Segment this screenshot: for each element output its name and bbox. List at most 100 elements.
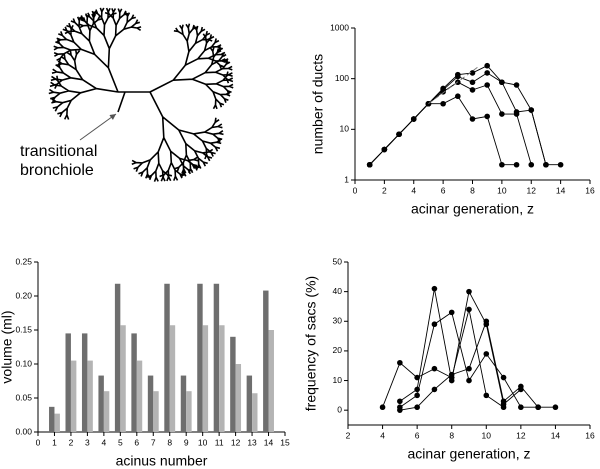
- bar: [235, 364, 242, 432]
- x-tick-label: 12: [527, 185, 537, 195]
- bar: [219, 325, 225, 432]
- bar: [98, 375, 104, 432]
- data-point: [414, 392, 420, 399]
- bar: [153, 391, 159, 432]
- data-point: [431, 365, 438, 372]
- data-point: [379, 404, 386, 411]
- x-tick-label: 14: [264, 437, 274, 447]
- x-tick-label: 2: [382, 185, 387, 195]
- data-point: [535, 404, 541, 411]
- x-tick-label: 14: [551, 430, 561, 440]
- data-point: [469, 79, 476, 86]
- bar: [103, 391, 110, 432]
- data-point: [500, 398, 507, 405]
- x-tick-label: 8: [449, 430, 454, 440]
- bar: [263, 290, 269, 432]
- y-tick-label: 20: [333, 345, 343, 355]
- x-tick-label: 6: [441, 185, 446, 195]
- bar: [164, 283, 170, 432]
- annotation-arrow: [79, 113, 117, 141]
- x-tick-label: 3: [85, 437, 90, 447]
- data-point: [484, 62, 490, 69]
- y-tick-label: 1: [344, 174, 349, 184]
- bar: [81, 333, 88, 432]
- bar: [49, 406, 55, 432]
- data-point: [397, 407, 403, 413]
- data-point: [466, 306, 472, 313]
- y-tick-label: 100: [335, 73, 349, 83]
- x-tick-label: 4: [380, 430, 385, 440]
- bar: [65, 333, 71, 432]
- x-tick-label: 16: [585, 185, 595, 195]
- data-point: [431, 321, 438, 328]
- bar: [230, 336, 236, 432]
- data-point: [431, 386, 438, 393]
- bar: [136, 360, 143, 432]
- series-line: [399, 319, 556, 411]
- bar: [213, 283, 220, 432]
- y-tick-label: 10: [340, 124, 350, 134]
- series-line: [369, 81, 532, 166]
- y-axis-label: number of ducts: [310, 54, 326, 154]
- data-point: [528, 107, 535, 113]
- data-point: [397, 359, 403, 366]
- data-point: [557, 161, 564, 168]
- data-point: [483, 351, 490, 357]
- data-point: [500, 374, 507, 381]
- bar: [131, 333, 137, 432]
- annotation: transitional: [20, 143, 97, 160]
- data-point: [513, 161, 520, 168]
- x-tick-label: 2: [69, 437, 74, 447]
- airway-tree: [48, 7, 234, 182]
- data-point: [414, 404, 420, 411]
- data-point: [484, 82, 490, 88]
- y-tick-label: 10: [333, 375, 343, 385]
- bar: [252, 393, 258, 432]
- y-tick-label: 0: [337, 404, 342, 414]
- bar: [180, 375, 187, 432]
- x-tick-label: 4: [411, 185, 416, 195]
- x-axis-label: acinus number: [116, 453, 208, 469]
- data-point: [518, 383, 524, 390]
- bar: [147, 375, 154, 432]
- y-tick-label: 0.05: [15, 392, 32, 402]
- x-tick-label: 11: [215, 437, 224, 447]
- y-tick-label: 0.10: [15, 358, 32, 368]
- series-line: [382, 309, 504, 408]
- x-tick-label: 9: [184, 437, 189, 447]
- series-line: [428, 65, 481, 105]
- data-point: [552, 404, 559, 411]
- data-point: [469, 70, 476, 76]
- bar: [202, 325, 209, 432]
- data-point: [466, 377, 472, 384]
- data-point: [440, 100, 446, 107]
- y-axis-label: volume (ml): [0, 310, 15, 383]
- x-tick-label: 0: [36, 437, 41, 447]
- x-axis-label: acinar generation, z: [411, 201, 534, 217]
- data-point: [397, 398, 403, 405]
- x-tick-label: 13: [247, 437, 257, 447]
- data-point: [469, 87, 476, 93]
- x-tick-label: 15: [280, 437, 290, 447]
- x-tick-label: 10: [497, 185, 507, 195]
- x-tick-label: 12: [516, 430, 526, 440]
- data-point: [483, 392, 490, 399]
- y-tick-label: 0.00: [15, 426, 32, 436]
- x-axis-label: acinar generation, z: [408, 446, 531, 462]
- data-point: [484, 70, 490, 76]
- data-point: [448, 371, 455, 378]
- data-point: [455, 93, 461, 100]
- data-point: [410, 116, 417, 122]
- tree-branches: [48, 7, 234, 182]
- y-tick-label: 0.15: [15, 324, 32, 334]
- y-axis-label: frequency of sacs (%): [303, 276, 319, 411]
- bar: [120, 325, 126, 432]
- data-point: [499, 111, 505, 117]
- y-tick-label: 1000: [330, 22, 349, 32]
- x-tick-label: 8: [470, 185, 475, 195]
- data-point: [484, 113, 490, 120]
- x-tick-label: 6: [415, 430, 420, 440]
- x-tick-label: 4: [101, 437, 106, 447]
- data-point: [466, 365, 472, 372]
